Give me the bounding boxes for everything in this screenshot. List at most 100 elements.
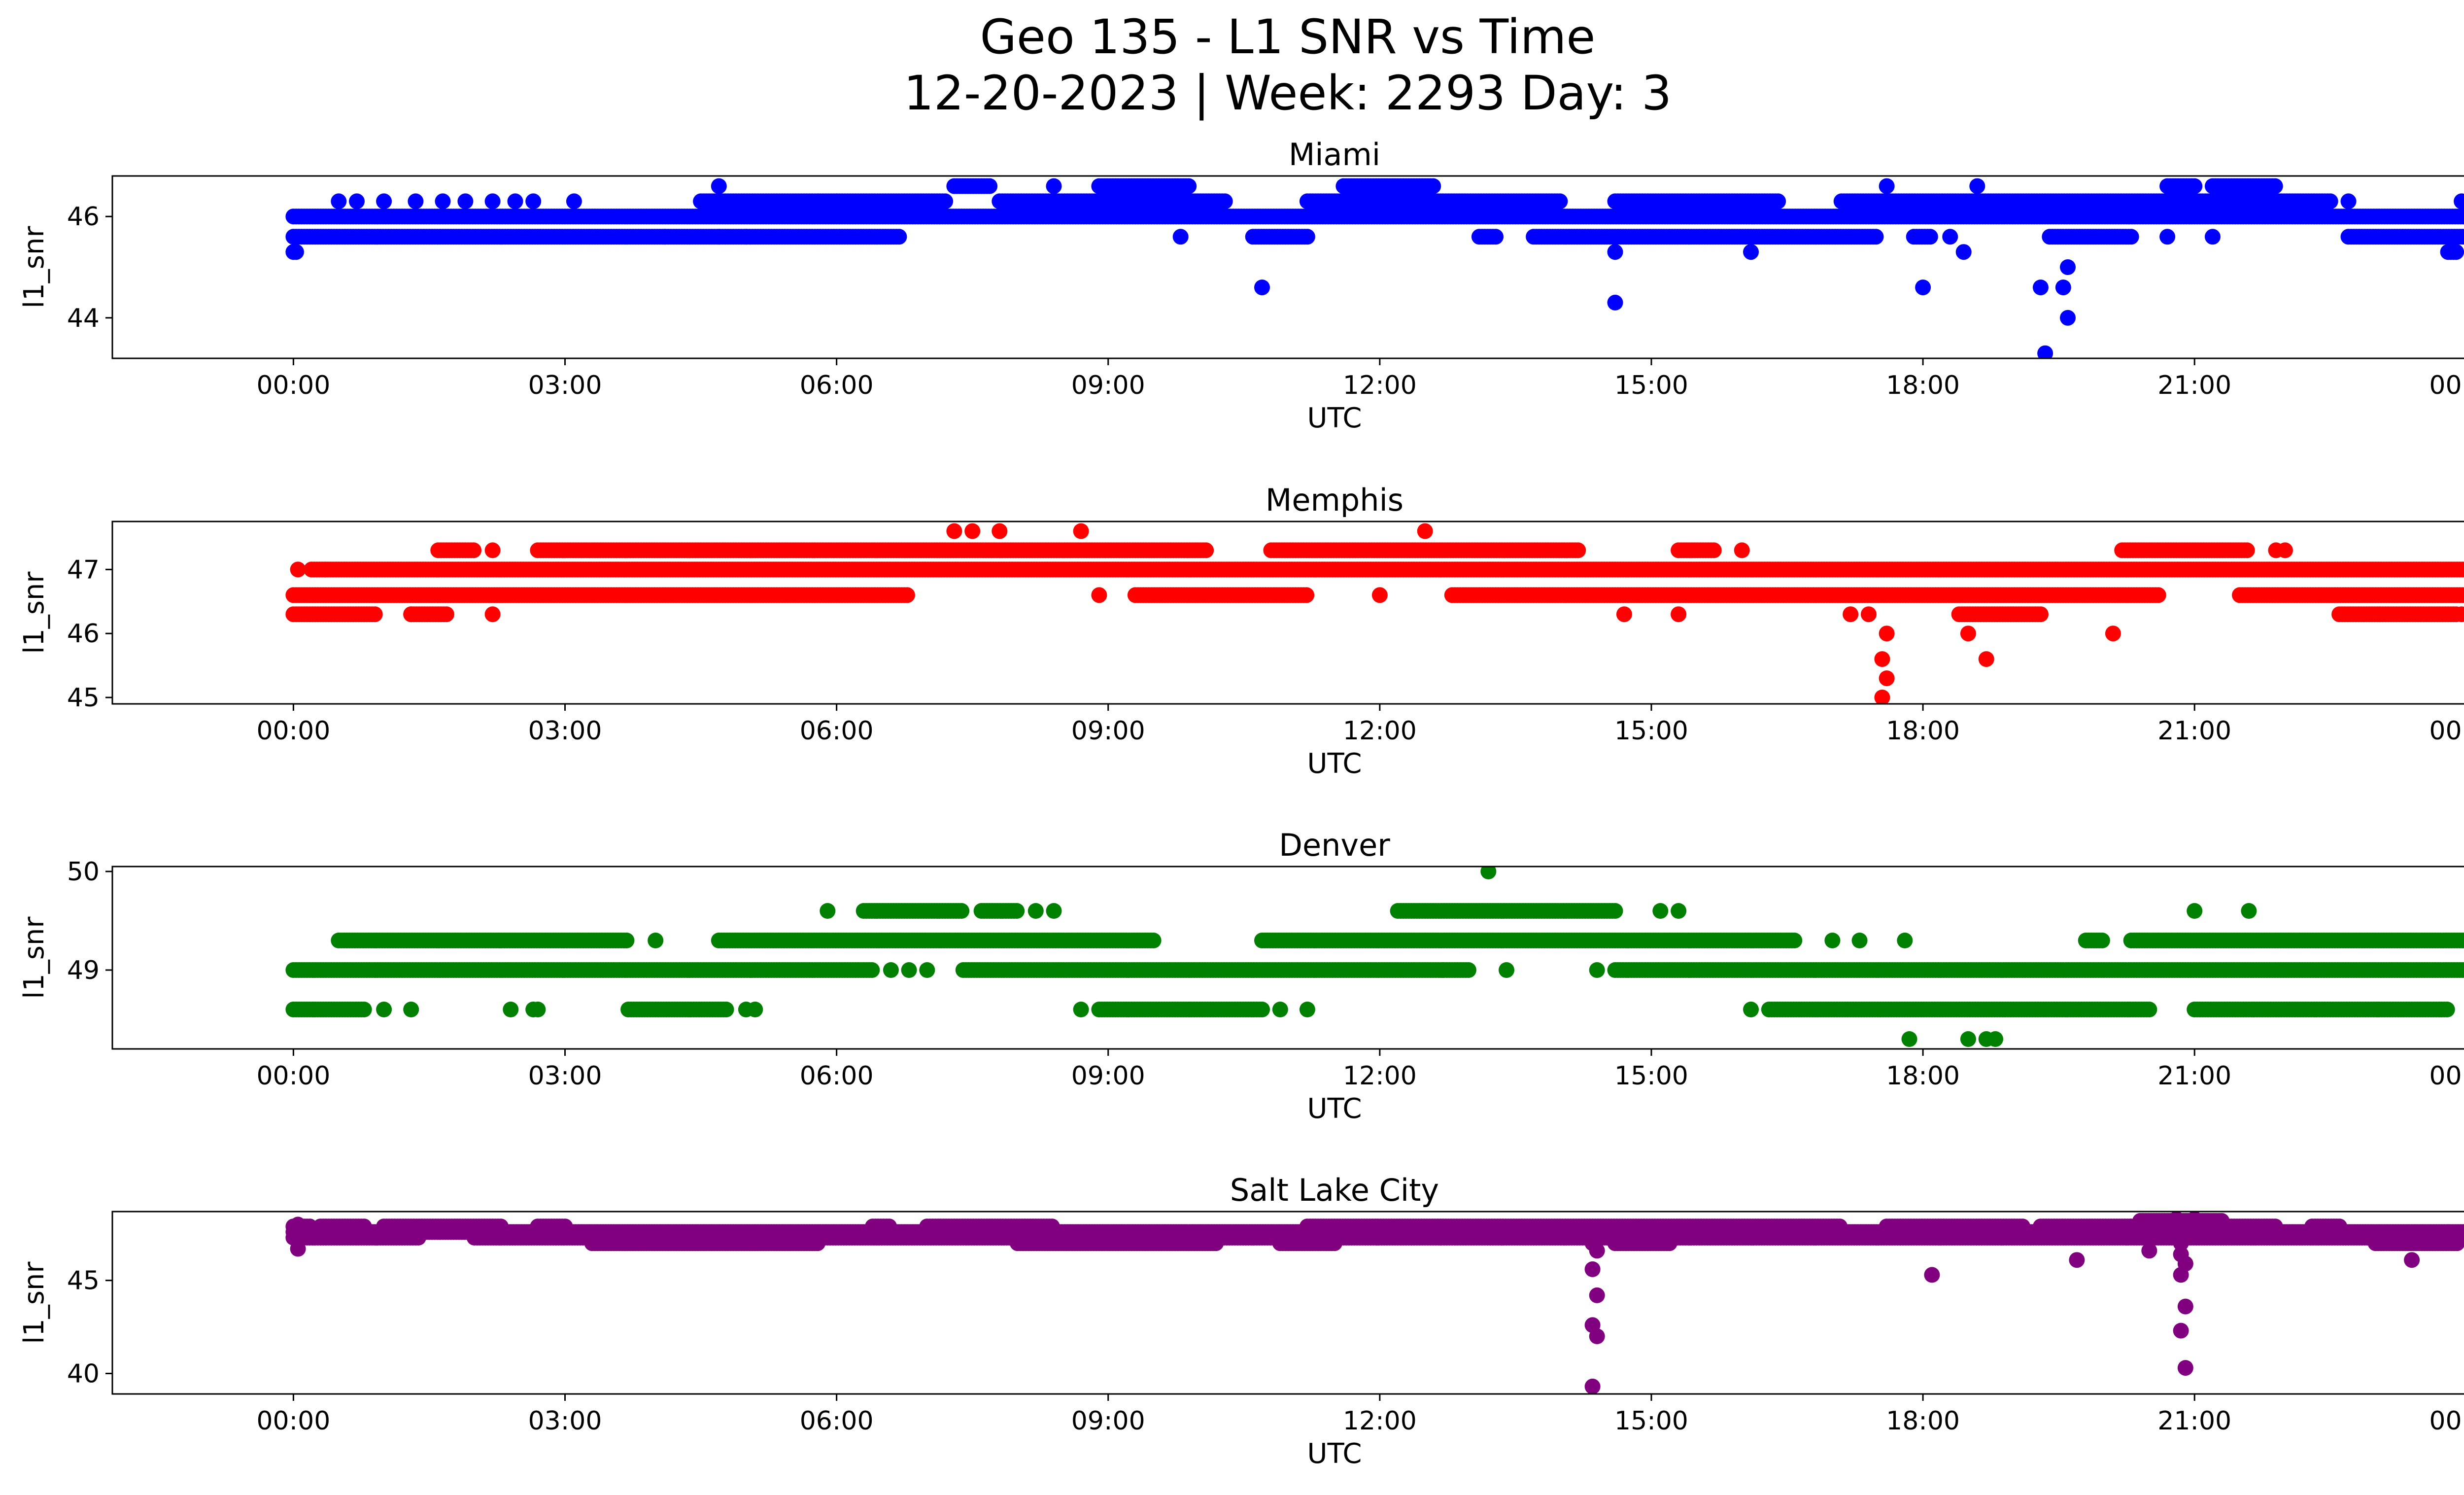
data-point (891, 229, 907, 245)
data-point (1879, 626, 1895, 642)
data-point (466, 542, 481, 558)
subplot-title-miami: Miami (1289, 137, 1380, 173)
data-point (290, 561, 306, 578)
x-tick-label: 03:00 (528, 371, 602, 400)
data-point (566, 193, 582, 209)
data-point (1217, 193, 1233, 209)
figure-title-line2: 12-20-2023 | Week: 2293 Day: 3 (904, 66, 1672, 121)
data-point (711, 178, 727, 194)
data-point (367, 606, 383, 623)
y-tick-label: 44 (67, 304, 100, 333)
data-point (618, 933, 635, 948)
data-point (331, 193, 347, 209)
data-point (525, 193, 542, 209)
figure-title-line1: Geo 135 - L1 SNR vs Time (980, 9, 1596, 65)
axes-frame-miami (111, 175, 2464, 359)
data-point (864, 962, 880, 978)
data-point (1969, 178, 1985, 194)
data-point (1371, 587, 1388, 603)
data-point (946, 523, 962, 539)
data-point (349, 193, 365, 209)
data-point (2457, 561, 2464, 578)
data-point (2060, 310, 2076, 326)
data-point (1172, 229, 1189, 245)
data-point (964, 523, 981, 539)
scatter-points-memphis (285, 523, 2464, 704)
data-point (1607, 294, 1623, 311)
y-tick-label: 46 (67, 619, 100, 649)
data-point (2060, 259, 2076, 275)
data-point (2454, 606, 2464, 623)
data-point (2457, 962, 2464, 978)
x-tick-label: 06:00 (800, 716, 874, 746)
data-point (1488, 229, 1504, 245)
data-point (1425, 178, 1441, 194)
x-tick-label: 00:00 (256, 371, 330, 400)
data-point (1922, 229, 1938, 245)
data-point (1181, 178, 1197, 194)
data-point (1091, 587, 1107, 603)
data-point (1874, 651, 1890, 667)
data-point (1978, 651, 1994, 667)
data-point (1879, 670, 1895, 687)
data-point (982, 178, 998, 194)
x-tick-label: 09:00 (1071, 371, 1145, 400)
data-point (2032, 606, 2049, 623)
y-axis-label-memphis: l1_snr (18, 571, 50, 654)
data-point (1198, 542, 1214, 558)
data-point (2340, 193, 2357, 209)
data-point (484, 606, 501, 623)
data-point (810, 193, 826, 209)
data-point (2037, 345, 2053, 358)
x-tick-label: 12:00 (1343, 716, 1417, 746)
x-tick-label: 06:00 (800, 371, 874, 400)
data-point (1868, 229, 1884, 245)
subplot-title-denver: Denver (1279, 827, 1390, 863)
data-point (2055, 279, 2071, 296)
data-point (376, 193, 392, 209)
y-tick-label: 47 (67, 555, 100, 585)
data-point (2454, 193, 2464, 209)
data-point (1254, 279, 1270, 296)
data-point (1770, 193, 1786, 209)
data-point (1879, 178, 1895, 194)
data-point (1607, 244, 1623, 260)
subplot-title-memphis: Memphis (1266, 482, 1403, 518)
data-point (1570, 542, 1586, 558)
data-point (2150, 587, 2166, 603)
data-point (1874, 690, 1890, 704)
data-point (1942, 229, 1958, 245)
data-point (738, 229, 754, 245)
data-point (2277, 542, 2293, 558)
data-point (1552, 193, 1568, 209)
x-axis-label-miami: UTC (1307, 402, 1362, 434)
data-point (937, 193, 954, 209)
data-point (1046, 178, 1062, 194)
data-point (899, 587, 915, 603)
data-point (1915, 279, 1931, 296)
x-tick-label: 15:00 (1614, 371, 1688, 400)
y-tick-label: 45 (67, 683, 100, 713)
data-point (2457, 587, 2464, 603)
data-point (2105, 626, 2121, 642)
data-point (1616, 606, 1632, 623)
data-point (1299, 229, 1315, 245)
data-point (1734, 542, 1750, 558)
data-point (1743, 244, 1759, 260)
x-tick-label: 00:00 (256, 716, 330, 746)
data-point (1955, 244, 1972, 260)
data-point (2448, 244, 2464, 260)
x-axis-label-memphis: UTC (1307, 748, 1362, 780)
x-tick-label: 00:00 (2429, 371, 2464, 400)
data-point (992, 523, 1008, 539)
data-point (507, 193, 523, 209)
data-point (317, 561, 333, 578)
data-point (288, 244, 304, 260)
data-point (1960, 626, 1976, 642)
data-point (438, 606, 454, 623)
data-point (1299, 587, 1315, 603)
scatter-points-miami (285, 178, 2464, 358)
data-point (2187, 178, 2203, 194)
